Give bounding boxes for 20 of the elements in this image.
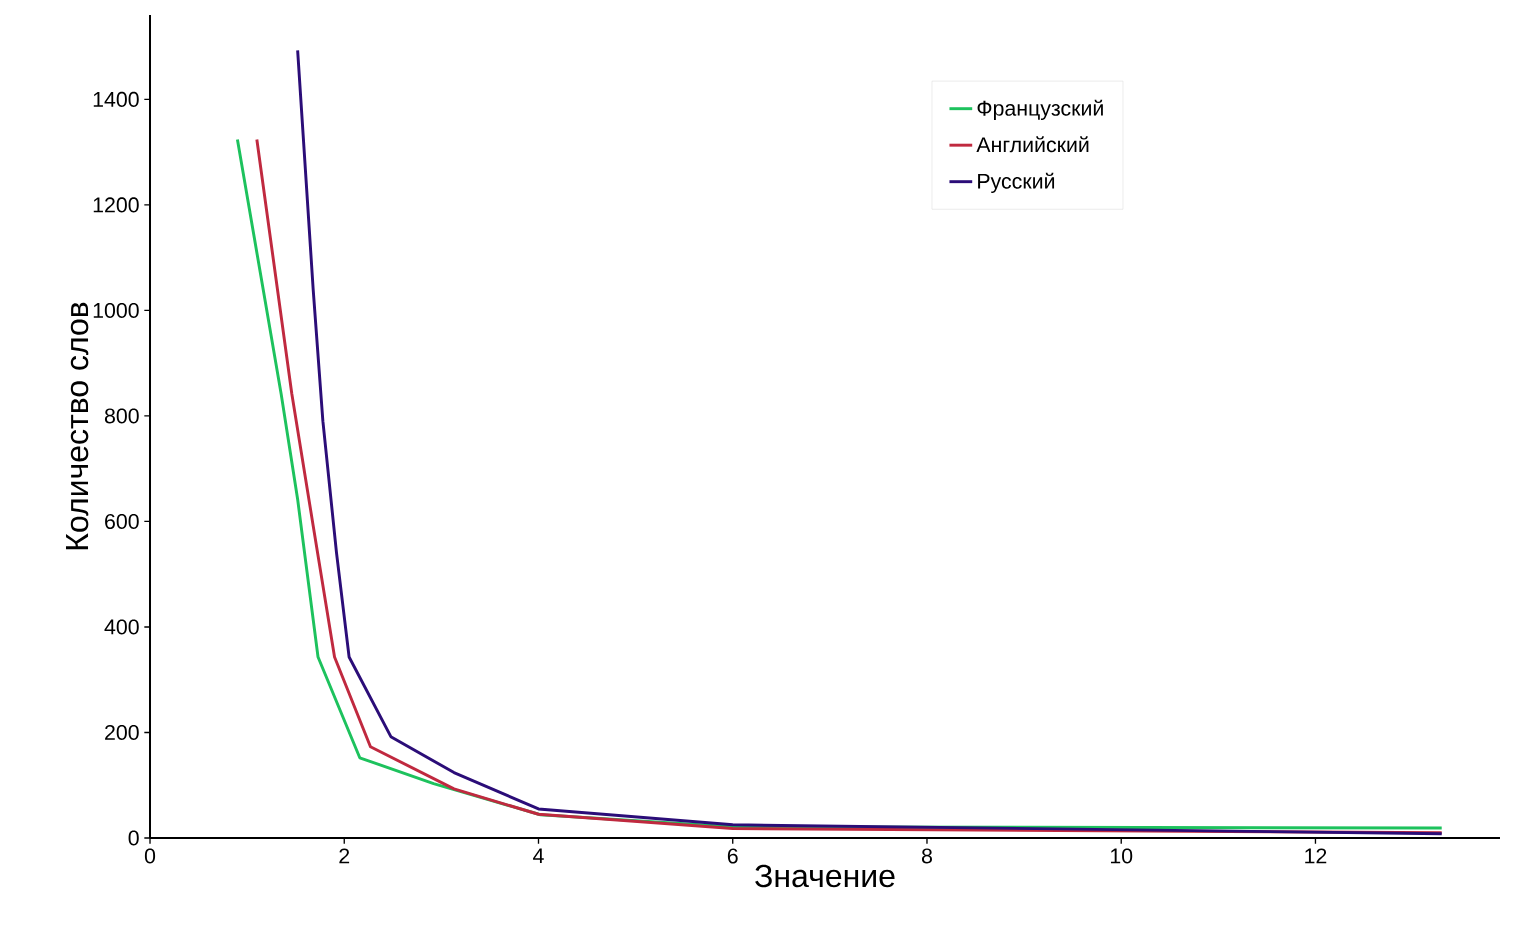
x-tick-label: 8 [921, 848, 932, 864]
x-tick-label: 2 [339, 848, 350, 864]
x-axis-title: Значение [755, 864, 895, 888]
y-tick-label: 600 [105, 513, 139, 529]
y-tick-label: 1400 [93, 91, 139, 107]
y-tick-label: 1000 [93, 302, 139, 318]
x-tick-label: 0 [144, 848, 156, 864]
y-axis-title: Количество слов [66, 302, 89, 550]
y-tick-label: 0 [128, 830, 139, 846]
x-tick-label: 6 [727, 848, 738, 864]
x-tick-label: 10 [1110, 848, 1133, 864]
y-tick-label: 800 [104, 408, 139, 424]
x-tick-label: 4 [533, 848, 544, 864]
y-tick-label: 400 [104, 619, 139, 635]
y-tick-label: 1200 [93, 197, 139, 213]
legend-label: Английский [976, 136, 1089, 153]
y-tick-label: 200 [105, 724, 139, 741]
legend-label: Французский [977, 99, 1103, 121]
legend-label: Русский [978, 172, 1055, 194]
x-tick-label: 12 [1305, 848, 1327, 864]
